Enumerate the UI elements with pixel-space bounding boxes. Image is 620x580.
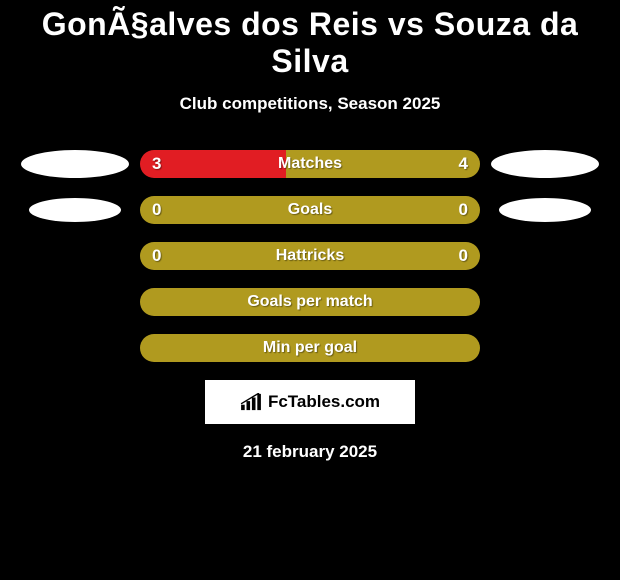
bar-label: Goals per match xyxy=(140,288,480,316)
right-marker xyxy=(480,150,610,178)
bar-label: Goals xyxy=(140,196,480,224)
chart-row: Min per goal xyxy=(0,334,620,362)
right-marker xyxy=(480,198,610,222)
bar-label: Min per goal xyxy=(140,334,480,362)
bar-label: Matches xyxy=(140,150,480,178)
left-marker xyxy=(10,150,140,178)
stat-bar: Goals per match xyxy=(140,288,480,316)
ellipse-icon xyxy=(21,150,129,178)
bar-chart-icon xyxy=(240,393,262,411)
chart-row: Goals per match xyxy=(0,288,620,316)
chart-row: 00Hattricks xyxy=(0,242,620,270)
page-subtitle: Club competitions, Season 2025 xyxy=(0,94,620,114)
stat-bar: 00Goals xyxy=(140,196,480,224)
brand-text: FcTables.com xyxy=(268,392,380,412)
chart-row: 00Goals xyxy=(0,196,620,224)
ellipse-icon xyxy=(29,198,121,222)
comparison-chart: 34Matches 00Goals 00Hattricks Goals per mat… xyxy=(0,150,620,362)
ellipse-icon xyxy=(491,150,599,178)
stat-bar: Min per goal xyxy=(140,334,480,362)
chart-row: 34Matches xyxy=(0,150,620,178)
stat-bar: 00Hattricks xyxy=(140,242,480,270)
left-marker xyxy=(10,198,140,222)
ellipse-icon xyxy=(499,198,591,222)
stat-bar: 34Matches xyxy=(140,150,480,178)
page-title: GonÃ§alves dos Reis vs Souza da Silva xyxy=(0,0,620,80)
bar-label: Hattricks xyxy=(140,242,480,270)
chart-date: 21 february 2025 xyxy=(0,442,620,462)
brand-box: FcTables.com xyxy=(205,380,415,424)
